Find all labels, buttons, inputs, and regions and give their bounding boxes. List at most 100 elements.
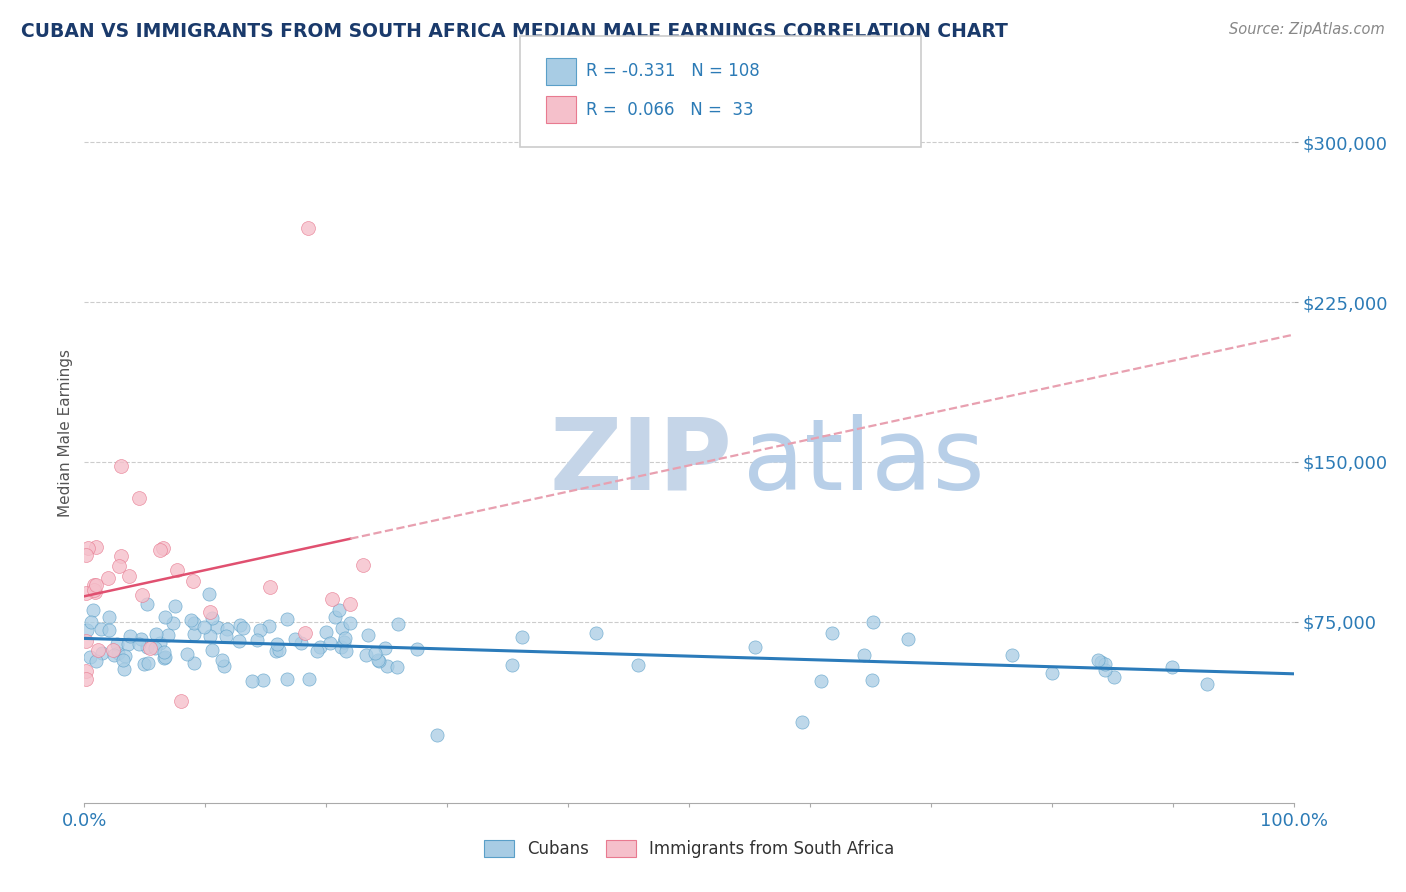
Point [259,580,281,594]
Point [77,541,100,555]
Point [374,641,396,656]
Point [114,649,136,664]
Point [110,549,132,564]
Point [145,627,167,641]
Point [82,603,104,617]
Point [215,629,238,643]
Point [257,619,280,633]
Point [627,658,650,673]
Point [83,582,105,597]
Point [321,592,343,607]
Point [183,627,205,641]
Point [229,618,252,632]
Point [107,646,129,660]
Point [298,673,321,687]
Point [212,659,235,673]
Point [153,649,176,664]
Point [367,654,389,668]
Point [290,636,312,650]
Text: Source: ZipAtlas.com: Source: ZipAtlas.com [1229,22,1385,37]
Point [328,603,350,617]
Point [385,660,408,674]
Point [135,640,157,655]
Point [276,673,298,687]
Point [200,642,222,657]
Point [79,649,101,664]
Point [128,491,150,505]
Point [284,632,307,646]
Point [323,610,346,624]
Point [264,644,287,658]
Point [153,609,176,624]
Point [240,674,263,689]
Point [853,648,876,662]
Text: CUBAN VS IMMIGRANTS FROM SOUTH AFRICA MEDIAN MALE EARNINGS CORRELATION CHART: CUBAN VS IMMIGRANTS FROM SOUTH AFRICA ME… [21,22,1008,41]
Point [232,621,254,635]
Point [105,637,128,651]
Point [131,588,153,602]
Point [83,578,105,592]
Point [860,673,883,688]
Point [501,658,523,673]
Point [249,624,271,638]
Point [1094,657,1116,671]
Point [820,626,842,640]
Point [103,642,125,657]
Point [377,659,399,673]
Point [143,641,166,656]
Point [193,619,215,633]
Point [387,617,409,632]
Point [75,548,97,562]
Point [335,643,357,657]
Point [276,612,298,626]
Point [364,646,387,660]
Point [90,646,112,660]
Point [405,641,427,656]
Point [201,611,224,625]
Point [810,673,832,688]
Legend: Cubans, Immigrants from South Africa: Cubans, Immigrants from South Africa [477,833,901,865]
Text: atlas: atlas [744,414,986,511]
Point [297,220,319,235]
Point [1040,665,1063,680]
Point [176,647,198,661]
Point [86,540,108,554]
Point [80,615,103,629]
Point [585,626,607,640]
Point [75,585,97,599]
Point [132,657,155,671]
Point [332,635,354,649]
Point [1094,663,1116,677]
Point [319,636,342,650]
Point [86,643,108,657]
Point [305,644,328,658]
Point [197,587,219,601]
Point [1197,677,1219,691]
Point [510,631,533,645]
Y-axis label: Median Male Earnings: Median Male Earnings [58,349,73,516]
Point [308,640,330,654]
Point [163,599,186,614]
Point [129,632,152,646]
Point [128,636,150,650]
Point [75,664,97,678]
Point [183,616,205,631]
Point [426,728,449,742]
Point [153,645,176,659]
Point [166,563,188,577]
Text: R =  0.066   N =  33: R = 0.066 N = 33 [586,101,754,119]
Point [136,656,159,670]
Point [180,613,202,627]
Point [354,648,377,662]
Point [790,714,813,729]
Point [103,648,125,663]
Point [252,673,274,687]
Point [90,622,112,636]
Point [170,693,193,707]
Point [1160,660,1182,674]
Point [1102,670,1125,684]
Point [97,571,120,585]
Point [1087,653,1109,667]
Point [162,615,184,630]
Point [135,597,157,611]
